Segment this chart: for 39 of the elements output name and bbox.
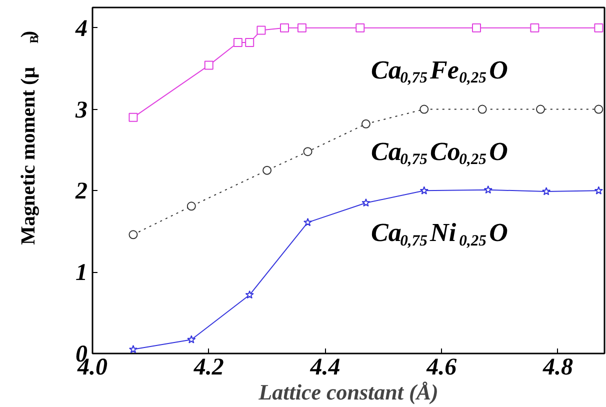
point (128, 112, 138, 122)
x-tick-label: 4.6 (426, 354, 457, 380)
point (280, 23, 289, 32)
point (536, 104, 545, 114)
point (187, 335, 196, 344)
y-tick-label: 3 (74, 97, 88, 124)
x-axis-title: Lattice constant (Å) (258, 380, 438, 404)
x-tick-label: 4.8 (542, 354, 573, 380)
point (361, 119, 370, 128)
point (262, 166, 272, 175)
point (128, 230, 138, 240)
y-tick-label: 4 (74, 16, 88, 42)
point (362, 198, 370, 207)
point (594, 23, 604, 32)
y-tick-label: 2 (74, 178, 88, 205)
point (420, 186, 428, 194)
point (530, 23, 540, 32)
point (594, 186, 603, 194)
point (303, 218, 312, 226)
point (472, 23, 481, 32)
point (233, 38, 242, 48)
point (356, 23, 365, 32)
point (542, 186, 551, 196)
point (594, 104, 604, 114)
point (128, 344, 138, 354)
point (256, 26, 266, 35)
x-tick-label: 4.4 (309, 354, 340, 380)
point (245, 38, 254, 48)
point (420, 104, 429, 114)
point (186, 202, 196, 211)
point (303, 147, 312, 156)
y-tick-label: 1 (76, 260, 88, 286)
x-tick-label: 4.2 (192, 354, 224, 380)
point (245, 290, 254, 299)
point (484, 185, 492, 194)
point (204, 60, 214, 70)
y-axis-title: Magnetic moment (μB) (18, 30, 42, 245)
point (478, 104, 487, 114)
point (297, 23, 306, 32)
